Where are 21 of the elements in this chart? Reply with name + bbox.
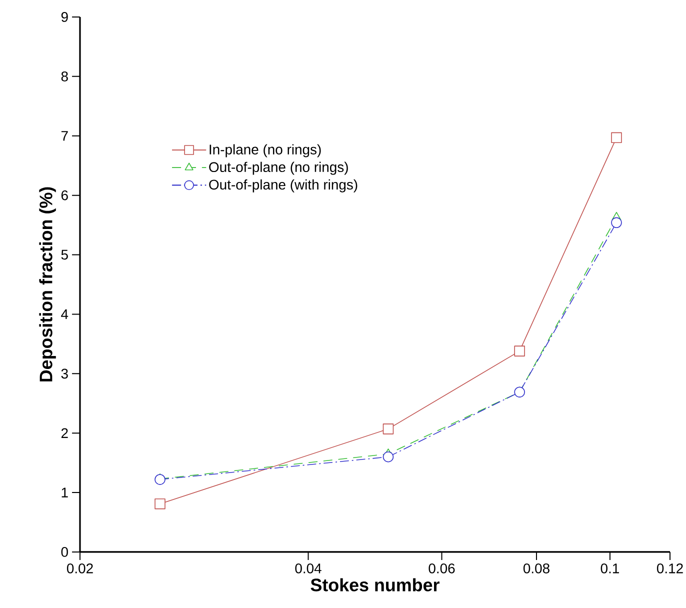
y-tick-label: 1 <box>62 488 68 498</box>
x-tick-label: 0.1 <box>600 563 619 574</box>
y-tick-label: 8 <box>61 71 68 82</box>
x-tick-label: 0.04 <box>295 563 322 574</box>
y-tick-label: 3 <box>61 368 68 379</box>
x-tick-label: 0.06 <box>428 563 455 574</box>
x-tick-label: 0.02 <box>66 563 93 574</box>
legend-label: In-plane (no rings) <box>210 144 321 158</box>
legend-label: Out-of-plane (no rings) <box>209 162 348 175</box>
y-tick-label: 4 <box>61 309 68 320</box>
legend-label: Out-of-plane (with rings) <box>209 179 358 192</box>
y-axis-title: Deposition fraction (%) <box>39 187 56 382</box>
y-tick-label: 2 <box>61 428 68 438</box>
x-tick-label: 0.08 <box>523 563 550 574</box>
y-tick-label: 7 <box>61 131 68 141</box>
y-tick-label: 6 <box>61 190 68 200</box>
y-tick-label: 0 <box>61 547 68 557</box>
x-tick-label: 0.12 <box>656 563 683 574</box>
x-axis-title: Stokes number <box>310 578 440 592</box>
y-tick-label: 9 <box>61 12 68 22</box>
y-tick-label: 5 <box>61 250 68 260</box>
